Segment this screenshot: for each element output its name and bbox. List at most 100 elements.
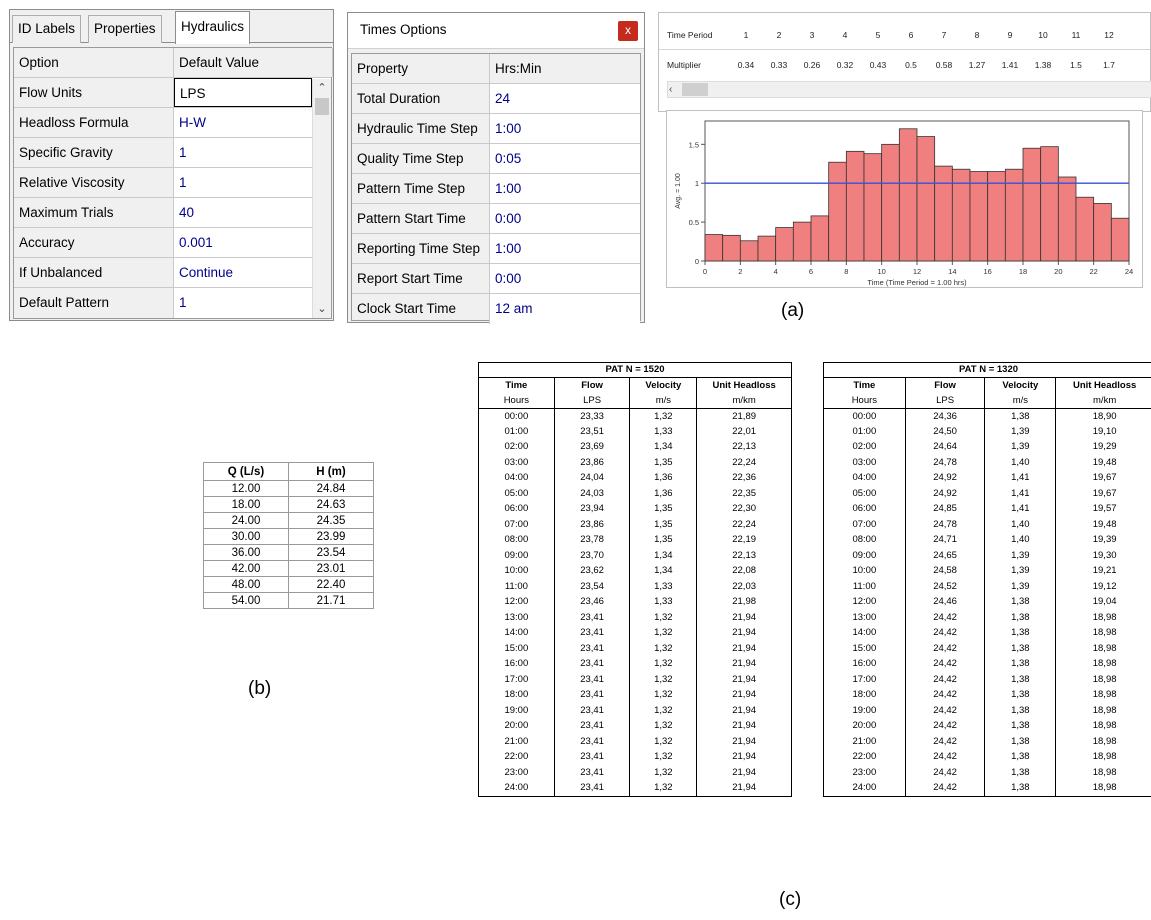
hydraulic-time-step-value[interactable]: 1:00	[490, 114, 640, 143]
headloss-cell: 21,89	[696, 408, 792, 424]
multiplier-cell[interactable]: 1.27	[968, 60, 986, 70]
multiplier-cell[interactable]: 1.5	[1070, 60, 1082, 70]
pattern-horizontal-scrollbar[interactable]: ‹	[667, 81, 1151, 98]
period-cell[interactable]: 11	[1071, 30, 1081, 40]
period-cell[interactable]: 1	[743, 30, 749, 40]
headloss-cell: 18,98	[1055, 610, 1151, 626]
pat-table-1320: PAT N = 1320 Time Flow Velocity Unit Hea…	[823, 362, 1151, 797]
multiplier-cell[interactable]: 0.34	[737, 60, 755, 70]
flow-cell: 23,78	[553, 532, 631, 548]
multiplier-cell[interactable]: 0.5	[905, 60, 917, 70]
grid-row-clock-start-time[interactable]: Clock Start Time 12 am	[352, 294, 640, 324]
period-cell[interactable]: 6	[908, 30, 914, 40]
pattern-start-time-value[interactable]: 0:00	[490, 204, 640, 233]
clock-start-time-value[interactable]: 12 am	[490, 294, 640, 324]
grid-row-total-duration[interactable]: Total Duration 24	[352, 84, 640, 114]
grid-row-pattern-time-step[interactable]: Pattern Time Step 1:00	[352, 174, 640, 204]
scroll-down-arrow-icon[interactable]: ⌄	[317, 303, 327, 315]
grid-row-maximum-trials[interactable]: Maximum Trials 40	[14, 198, 312, 228]
multiplier-cell[interactable]: 1.38	[1034, 60, 1052, 70]
scroll-thumb[interactable]	[315, 98, 329, 115]
grid-row-quality-time-step[interactable]: Quality Time Step 0:05	[352, 144, 640, 174]
grid-row-relative-viscosity[interactable]: Relative Viscosity 1	[14, 168, 312, 198]
table-row: 16:00 23,41 1,32 21,94	[478, 656, 792, 672]
q-cell: 48.00	[203, 576, 289, 593]
velocity-cell: 1,32	[629, 703, 698, 719]
relative-viscosity-value[interactable]: 1	[174, 168, 312, 197]
grid-row-pattern-start-time[interactable]: Pattern Start Time 0:00	[352, 204, 640, 234]
period-cell[interactable]: 12	[1104, 30, 1114, 40]
velocity-cell: 1,40	[984, 532, 1057, 548]
tab-hydraulics[interactable]: Hydraulics	[175, 11, 251, 44]
period-cell[interactable]: 4	[842, 30, 848, 40]
velocity-cell: 1,32	[629, 687, 698, 703]
table-row: 22:00 24,42 1,38 18,98	[823, 749, 1151, 765]
headloss-formula-value[interactable]: H-W	[174, 108, 312, 137]
time-cell: 07:00	[823, 517, 906, 533]
period-cell[interactable]: 2	[776, 30, 782, 40]
grid-row-default-pattern[interactable]: Default Pattern 1	[14, 288, 312, 318]
period-cell[interactable]: 8	[974, 30, 980, 40]
total-duration-value[interactable]: 24	[490, 84, 640, 113]
table-row: 07:00 24,78 1,40 19,48	[823, 517, 1151, 533]
scroll-up-arrow-icon[interactable]: ⌃	[317, 82, 327, 94]
table-row: 14:00 23,41 1,32 21,94	[478, 625, 792, 641]
maximum-trials-value[interactable]: 40	[174, 198, 312, 227]
default-pattern-value[interactable]: 1	[174, 288, 312, 318]
option-label: Headloss Formula	[14, 108, 174, 137]
flow-cell: 24,78	[904, 455, 986, 471]
multiplier-cell[interactable]: 1.41	[1001, 60, 1019, 70]
scroll-left-arrow-icon[interactable]: ‹	[669, 84, 673, 95]
tab-id-labels[interactable]: ID Labels	[12, 15, 82, 43]
tab-properties[interactable]: Properties	[88, 15, 162, 43]
flow-cell: 23,94	[553, 501, 631, 517]
specific-gravity-value[interactable]: 1	[174, 138, 312, 167]
time-cell: 23:00	[478, 765, 555, 781]
grid-row-reporting-time-step[interactable]: Reporting Time Step 1:00	[352, 234, 640, 264]
pattern-time-step-value[interactable]: 1:00	[490, 174, 640, 203]
headloss-cell: 22,01	[696, 424, 792, 440]
x-tick-label: 8	[844, 267, 848, 276]
flow-cell: 24,42	[904, 749, 986, 765]
table-row: 18:00 23,41 1,32 21,94	[478, 687, 792, 703]
flow-units-value[interactable]: LPS	[174, 78, 312, 107]
period-cell[interactable]: 7	[941, 30, 947, 40]
close-icon[interactable]: x	[618, 21, 638, 41]
multiplier-cell[interactable]: 0.32	[836, 60, 854, 70]
scroll-thumb[interactable]	[682, 83, 708, 96]
multiplier-cell[interactable]: 0.26	[803, 60, 821, 70]
time-cell: 06:00	[478, 501, 555, 517]
grid-row-accuracy[interactable]: Accuracy 0.001	[14, 228, 312, 258]
table-row: 21:00 24,42 1,38 18,98	[823, 734, 1151, 750]
multiplier-cell[interactable]: 0.33	[770, 60, 788, 70]
multiplier-cell[interactable]: 0.43	[869, 60, 887, 70]
table-row: 17:00 23,41 1,32 21,94	[478, 672, 792, 688]
grid-row-hydraulic-time-step[interactable]: Hydraulic Time Step 1:00	[352, 114, 640, 144]
h-cell: 23.54	[288, 544, 374, 561]
multiplier-cell[interactable]: 0.58	[935, 60, 953, 70]
grid-row-if-unbalanced[interactable]: If Unbalanced Continue	[14, 258, 312, 288]
accuracy-value[interactable]: 0.001	[174, 228, 312, 257]
if-unbalanced-value[interactable]: Continue	[174, 258, 312, 287]
pump-curve-table: Q (L/s) H (m) 12.00 24.84 18.00 24.63 24.00 2…	[203, 462, 374, 609]
x-tick-label: 14	[948, 267, 956, 276]
h-cell: 22.40	[288, 576, 374, 593]
grid-row-flow-units[interactable]: Flow Units LPS	[14, 78, 312, 108]
property-column-header: Property	[352, 54, 490, 83]
multiplier-cell[interactable]: 1.7	[1103, 60, 1115, 70]
reporting-time-step-value[interactable]: 1:00	[490, 234, 640, 263]
grid-row-headloss-formula[interactable]: Headloss Formula H-W	[14, 108, 312, 138]
q-cell: 30.00	[203, 528, 289, 545]
quality-time-step-value[interactable]: 0:05	[490, 144, 640, 173]
period-cell[interactable]: 3	[809, 30, 815, 40]
period-cell[interactable]: 9	[1007, 30, 1013, 40]
report-start-time-value[interactable]: 0:00	[490, 264, 640, 293]
grid-row-report-start-time[interactable]: Report Start Time 0:00	[352, 264, 640, 294]
property-label: Reporting Time Step	[352, 234, 490, 263]
table-row: 08:00 24,71 1,40 19,39	[823, 532, 1151, 548]
grid-row-specific-gravity[interactable]: Specific Gravity 1	[14, 138, 312, 168]
time-cell: 00:00	[823, 408, 906, 424]
period-cell[interactable]: 10	[1038, 30, 1048, 40]
grid-vertical-scrollbar[interactable]: ⌃ ⌄	[312, 79, 331, 318]
period-cell[interactable]: 5	[875, 30, 881, 40]
